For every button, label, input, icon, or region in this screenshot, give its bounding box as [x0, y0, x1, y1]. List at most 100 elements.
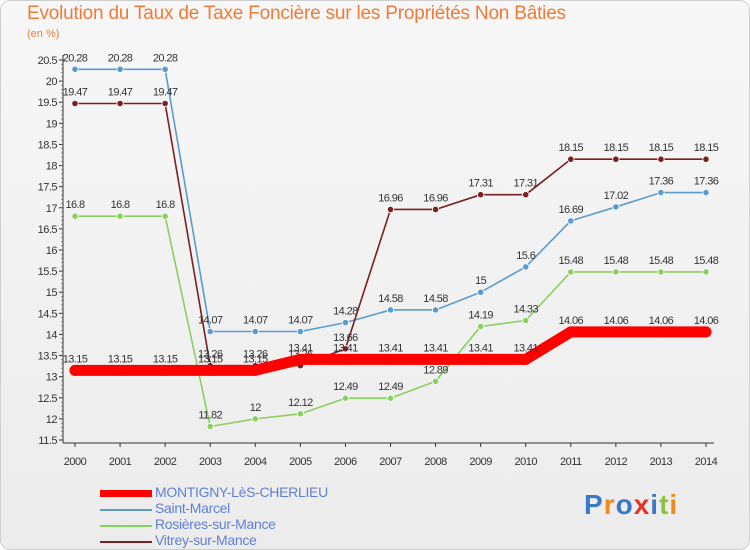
y-tick-label: 17: [46, 203, 58, 215]
y-tick-label: 16.5: [38, 224, 58, 236]
data-point: [251, 415, 259, 423]
y-tick-label: 18: [46, 161, 58, 173]
logo-letter: i: [650, 489, 660, 520]
data-point: [567, 268, 575, 276]
x-tick-label: 2001: [109, 456, 132, 468]
data-label: 19.47: [108, 86, 133, 98]
data-label: 18.15: [604, 142, 629, 154]
logo-letter: o: [615, 489, 634, 520]
data-label: 13.15: [198, 353, 223, 365]
data-point: [702, 155, 710, 163]
logo-letter: t: [659, 489, 670, 520]
data-label: 13.15: [153, 353, 178, 365]
x-tick-label: 2002: [154, 456, 177, 468]
data-label: 20.28: [153, 52, 178, 64]
data-point: [296, 410, 304, 418]
data-point: [206, 327, 214, 336]
y-tick-label: 11.5: [38, 435, 57, 447]
data-label: 13.15: [108, 353, 133, 365]
data-label: 14.06: [559, 315, 584, 327]
data-label: 13.41: [468, 342, 493, 354]
legend-label-rosieres: Rosières-sur-Mance: [155, 516, 276, 532]
data-point: [522, 191, 530, 199]
data-point: [522, 316, 530, 325]
data-label: 17.31: [468, 178, 493, 190]
legend-swatch-saint-marcel: [100, 509, 152, 511]
data-point: [251, 327, 259, 336]
data-label: 19.47: [63, 86, 88, 98]
data-point: [477, 322, 485, 331]
data-point: [430, 353, 442, 365]
legend-label-saint-marcel: Saint-Marcel: [155, 500, 230, 516]
data-point: [657, 155, 665, 163]
data-point: [385, 353, 396, 365]
data-point: [341, 394, 350, 402]
data-label: 13.41: [288, 342, 313, 354]
data-label: 14.06: [604, 315, 629, 327]
data-label: 15.48: [649, 255, 674, 267]
data-point: [206, 422, 214, 431]
data-point: [341, 319, 350, 327]
data-label: 15: [475, 275, 487, 287]
data-label: 12.49: [333, 381, 358, 393]
y-tick-label: 20.5: [38, 55, 58, 67]
data-point: [567, 217, 575, 225]
data-point: [702, 268, 710, 276]
data-point: [116, 212, 124, 220]
data-point: [612, 268, 620, 276]
data-point: [386, 306, 395, 314]
data-label: 13.41: [423, 342, 448, 354]
data-label: 18.15: [694, 142, 719, 154]
data-point: [71, 99, 79, 108]
data-label: 16.96: [423, 192, 448, 204]
data-point: [161, 65, 169, 73]
legend: MONTIGNY-LèS-CHERLIEU Saint-Marcel Rosiè…: [100, 484, 380, 549]
data-label: 20.28: [63, 52, 88, 64]
data-point: [567, 155, 575, 163]
y-tick-label: 16: [46, 245, 58, 257]
data-point: [71, 212, 79, 220]
data-point: [700, 326, 712, 338]
data-label: 16.69: [559, 204, 584, 216]
data-point: [477, 191, 485, 199]
x-tick-label: 2003: [199, 456, 222, 468]
legend-swatch-vitrey: [100, 541, 152, 543]
data-label: 15.6: [516, 250, 535, 262]
data-point: [612, 203, 620, 211]
x-tick-label: 2009: [469, 456, 492, 468]
data-point: [296, 327, 304, 336]
logo-letter: P: [584, 489, 604, 520]
data-label: 20.28: [108, 52, 133, 64]
data-label: 15.48: [559, 255, 584, 267]
legend-label-montigny: MONTIGNY-LèS-CHERLIEU: [155, 484, 328, 500]
data-point: [116, 65, 124, 73]
y-tick-label: 19.5: [38, 97, 58, 109]
data-point: [431, 377, 440, 385]
data-point: [341, 345, 350, 353]
data-label: 13.66: [333, 332, 358, 344]
logo-letter: x: [633, 489, 651, 520]
data-label: 17.36: [649, 176, 674, 188]
y-tick-label: 19: [46, 118, 58, 130]
data-point: [520, 353, 532, 365]
data-label: 12.89: [423, 364, 448, 376]
data-point: [116, 99, 124, 108]
data-label: 16.8: [156, 199, 175, 211]
proxiti-logo: Proxiti: [584, 489, 678, 521]
data-label: 16.8: [65, 199, 84, 211]
legend-swatch-montigny: [100, 490, 152, 497]
data-label: 15.48: [694, 255, 719, 267]
y-tick-label: 20: [46, 76, 58, 88]
legend-label-vitrey: Vitrey-sur-Mance: [155, 532, 257, 548]
data-label: 13.15: [243, 353, 268, 365]
data-label: 16.8: [111, 199, 130, 211]
data-label: 18.15: [559, 142, 584, 154]
data-label: 16.96: [378, 192, 403, 204]
x-tick-label: 2007: [379, 456, 402, 468]
y-tick-label: 14: [46, 329, 58, 341]
data-point: [657, 188, 665, 197]
y-tick-label: 18.5: [38, 139, 58, 151]
x-tick-label: 2012: [605, 456, 628, 468]
